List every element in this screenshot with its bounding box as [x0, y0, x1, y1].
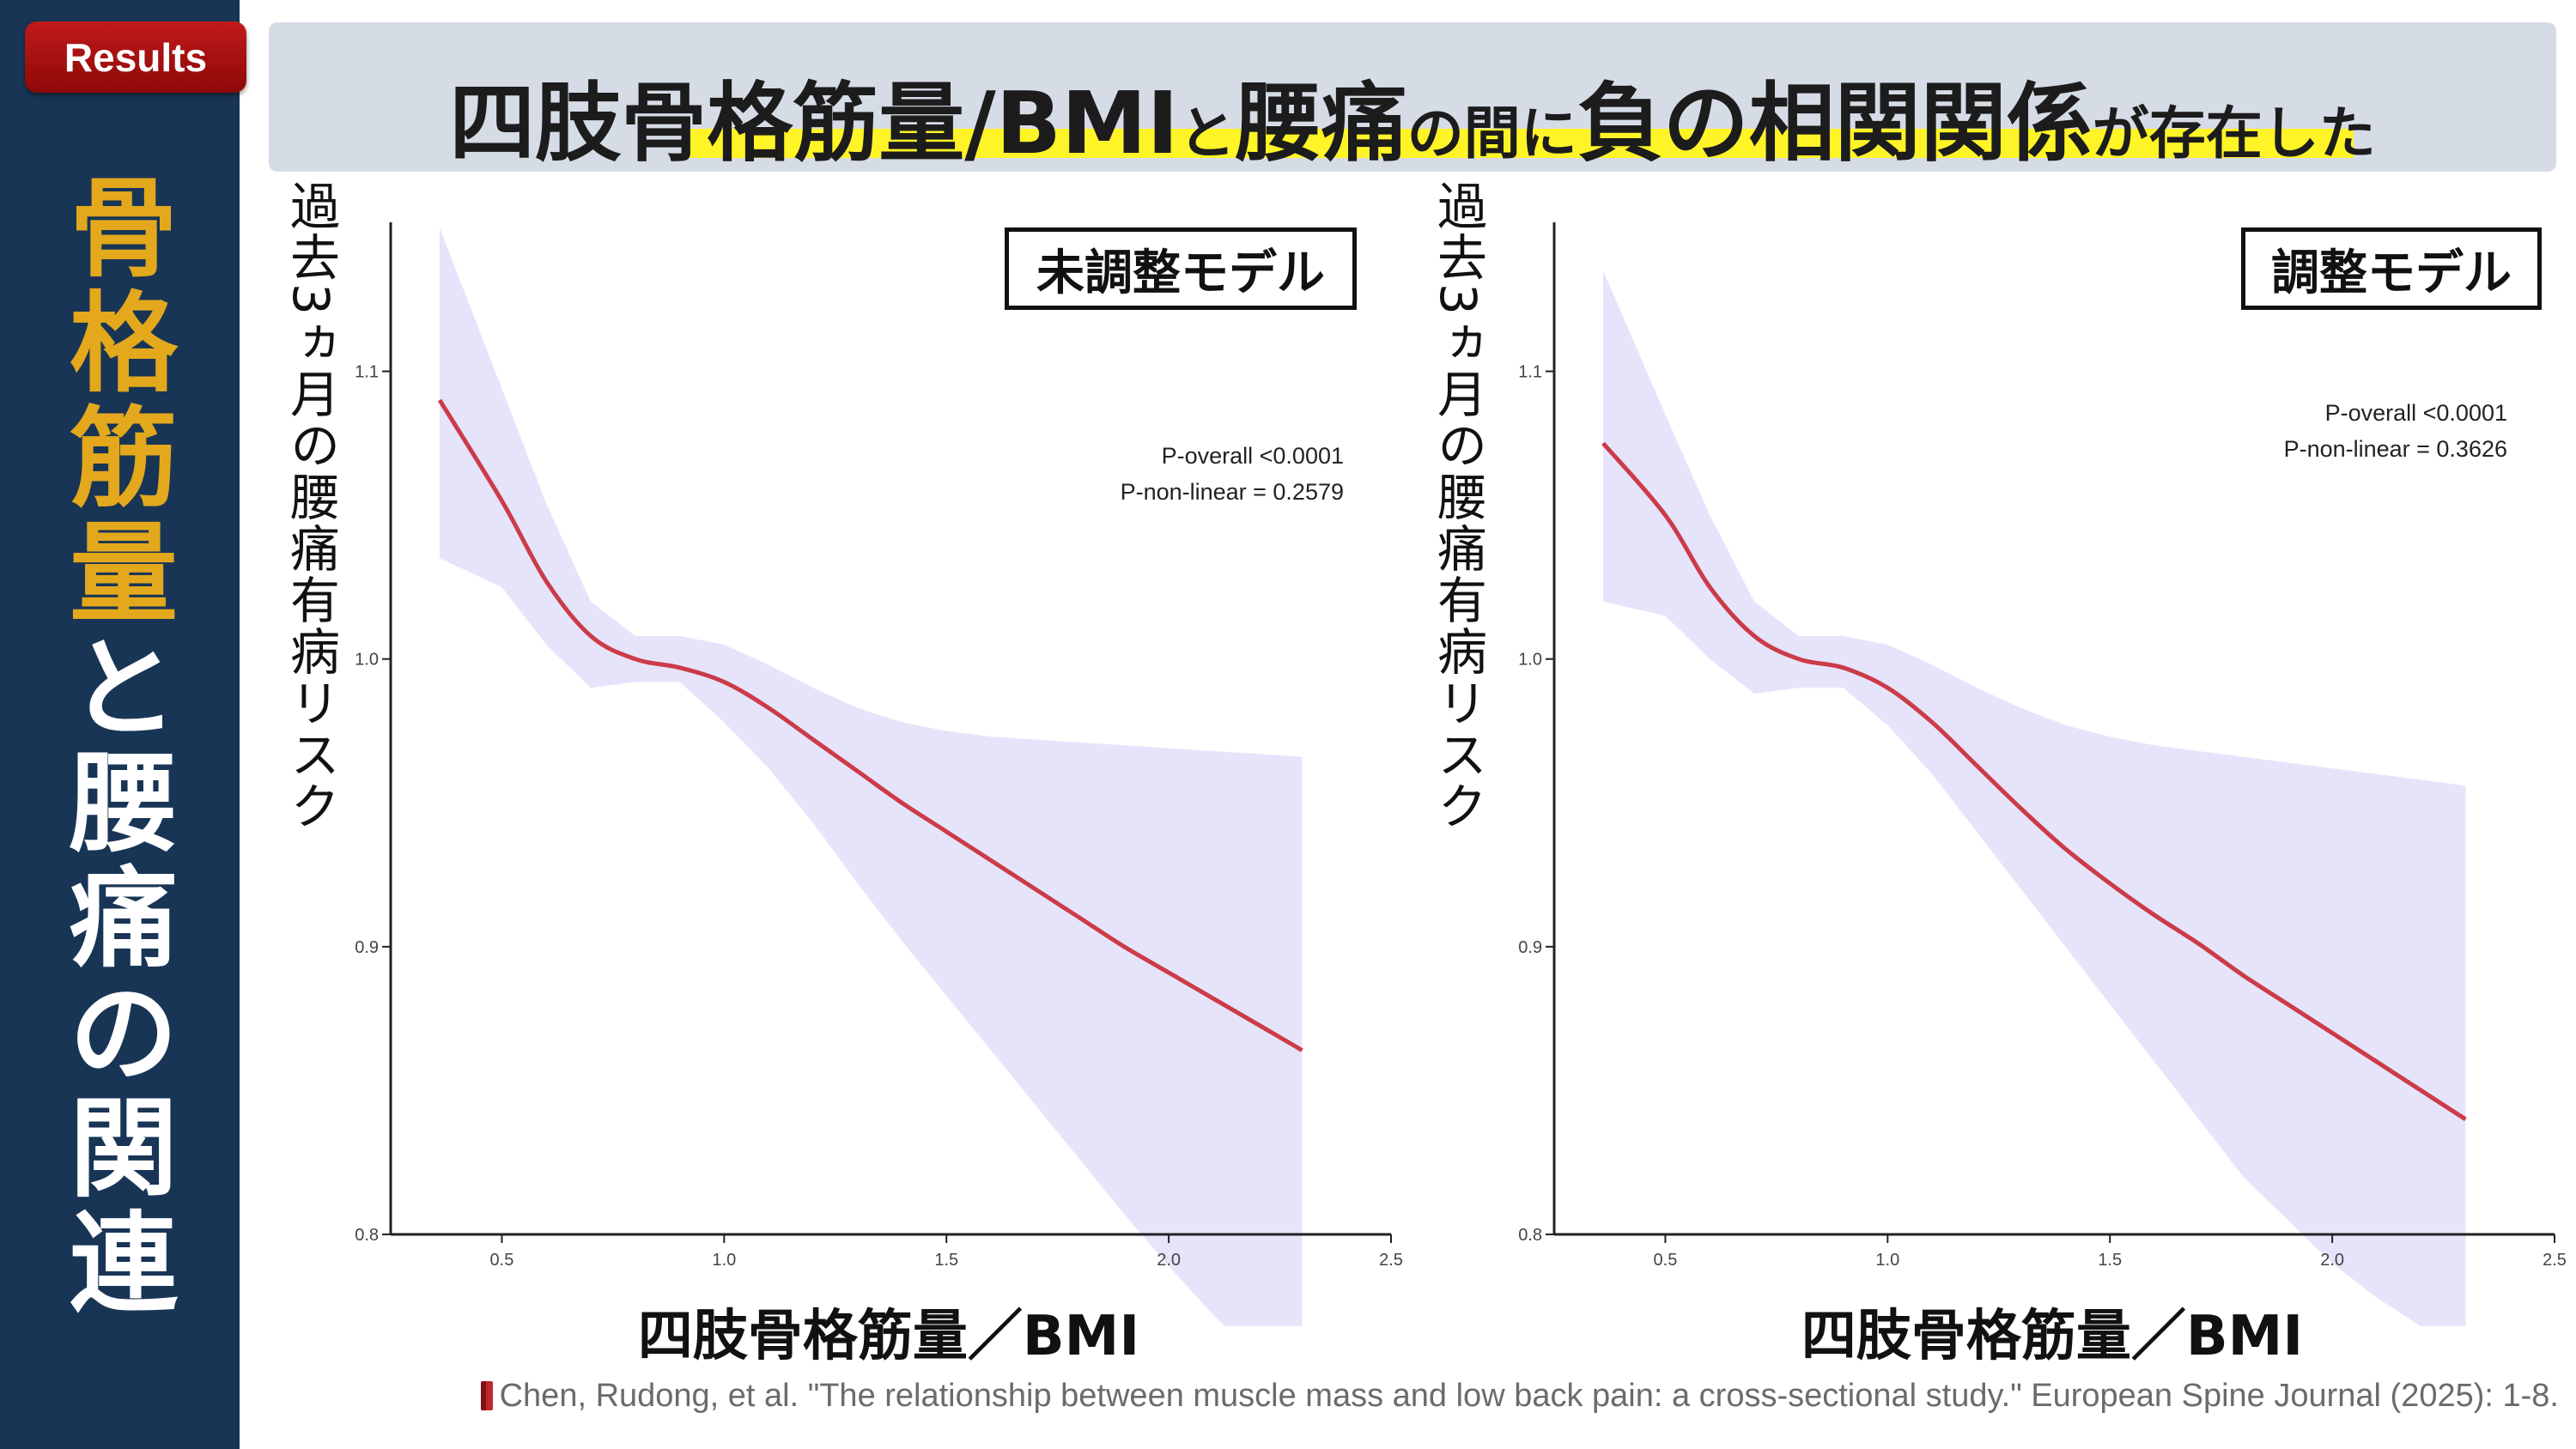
headline-part: 四肢骨格筋量/BMI — [449, 73, 1179, 173]
headline-part: 腰痛 — [1235, 73, 1407, 173]
sidebar-title: 骨 格 筋 量 と 腰 痛 の 関 連 — [21, 172, 227, 1322]
chart-adjusted-plot: 0.8 0.9 1.0 1.1 0.5 1.0 1.5 2.0 2.5 P-overall <0.… — [1518, 222, 2567, 1326]
sidebar-title-char: 格 — [70, 281, 178, 407]
x-tick-label: 1.5 — [2098, 1251, 2122, 1270]
citation-text: Chen, Rudong, et al. "The relationship b… — [499, 1377, 2559, 1414]
headline-part: 負の相関関係 — [1577, 73, 2093, 173]
y-tick-label: 1.0 — [1518, 651, 1542, 670]
book-icon — [481, 1381, 493, 1410]
x-axis-label: 四肢骨格筋量／BMI — [637, 1305, 1140, 1368]
confidence-band — [440, 227, 1303, 1326]
sidebar-title-char: と — [70, 626, 178, 752]
x-tick-label: 2.5 — [1379, 1251, 1403, 1270]
x-axis-label: 四肢骨格筋量／BMI — [1801, 1305, 2304, 1368]
citation: Chen, Rudong, et al. "The relationship b… — [481, 1372, 2559, 1420]
p-value-annotation: P-overall <0.0001 — [1162, 443, 1344, 469]
y-tick-label: 0.9 — [1518, 938, 1542, 957]
p-value-annotation: P-non-linear = 0.3626 — [2284, 436, 2507, 462]
y-tick-label: 1.0 — [355, 651, 379, 670]
x-tick-label: 1.0 — [712, 1251, 736, 1270]
confidence-band — [1603, 270, 2466, 1326]
headline: 四肢骨格筋量/BMIと腰痛の間に負の相関関係が存在した — [269, 53, 2556, 178]
chart-adjusted: 0.8 0.9 1.0 1.1 0.5 1.0 1.5 2.0 2.5 P-overall <0.… — [1430, 202, 2576, 1326]
y-tick-label: 0.9 — [355, 938, 379, 957]
p-value-annotation: P-non-linear = 0.2579 — [1121, 479, 1344, 505]
risk-curve — [437, 398, 1303, 1052]
headline-highlight — [686, 129, 2354, 158]
headline-part: と — [1178, 100, 1236, 167]
headline-part: の間に — [1406, 100, 1577, 167]
x-tick-label: 1.0 — [1875, 1251, 1899, 1270]
sidebar-title-char: 腰 — [70, 741, 178, 867]
y-axis-label: 過去3ヵ月の腰痛有病リスク — [282, 180, 340, 832]
risk-curve — [1601, 441, 2467, 1122]
y-tick-label: 1.1 — [355, 363, 379, 382]
x-tick-label: 0.5 — [490, 1251, 514, 1270]
results-badge: Results — [25, 21, 246, 93]
x-tick-label: 1.5 — [934, 1251, 958, 1270]
headline-banner: 四肢骨格筋量/BMIと腰痛の間に負の相関関係が存在した — [269, 22, 2556, 173]
sidebar-title-char: 関 — [70, 1086, 178, 1212]
y-tick-label: 1.1 — [1518, 363, 1542, 382]
chart-unadjusted-plot: 0.8 0.9 1.0 1.1 0.5 1.0 1.5 2.0 2.5 P-overall <0.… — [355, 222, 1403, 1326]
x-tick-label: 2.0 — [1157, 1251, 1181, 1270]
y-tick-label: 0.8 — [355, 1226, 379, 1245]
y-axis-label: 過去3ヵ月の腰痛有病リスク — [1429, 180, 1487, 832]
sidebar-title-char: 量 — [70, 511, 178, 637]
x-tick-label: 0.5 — [1654, 1251, 1678, 1270]
headline-part: が存在した — [2092, 100, 2376, 167]
x-tick-label: 2.0 — [2320, 1251, 2344, 1270]
sidebar-title-char: 骨 — [70, 166, 178, 292]
p-value-annotation: P-overall <0.0001 — [2325, 400, 2507, 426]
sidebar-title-char: 筋 — [70, 396, 178, 522]
y-tick-label: 0.8 — [1518, 1226, 1542, 1245]
sidebar-title-char: の — [70, 971, 178, 1097]
sidebar: 骨 格 筋 量 と 腰 痛 の 関 連 — [0, 0, 240, 1449]
model-title-box: 調整モデル — [2241, 227, 2542, 310]
chart-unadjusted: 0.8 0.9 1.0 1.1 0.5 1.0 1.5 2.0 2.5 P-overall <0.… — [266, 202, 1417, 1326]
sidebar-title-char: 痛 — [70, 856, 178, 982]
model-title-box: 未調整モデル — [1005, 227, 1357, 310]
sidebar-title-char: 連 — [70, 1201, 178, 1327]
x-tick-label: 2.5 — [2543, 1251, 2567, 1270]
